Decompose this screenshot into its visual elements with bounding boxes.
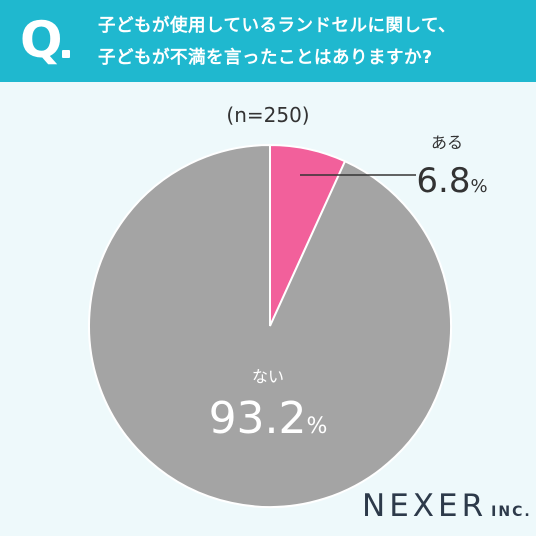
yes-label: ある — [431, 133, 463, 152]
yes-value: 6.8% — [416, 161, 487, 201]
yes-unit: % — [470, 176, 487, 197]
question-header: Q 子どもが使用しているランドセルに関して、 子どもが不満を言ったことはあります… — [0, 0, 536, 82]
logo-suffix: INC. — [491, 504, 532, 520]
nexer-logo: NEXER INC. — [362, 488, 532, 524]
no-unit: % — [307, 414, 328, 439]
logo-main: NEXER — [362, 488, 488, 524]
question-line-2: 子どもが不満を言ったことはありますか? — [98, 48, 433, 68]
no-value: 93.2% — [209, 393, 328, 444]
no-label: ない — [252, 367, 284, 386]
pie-slice-no — [88, 143, 452, 508]
question-line-1: 子どもが使用しているランドセルに関して、 — [98, 16, 457, 36]
sample-size-label: (n=250) — [226, 103, 310, 127]
q-mark: Q — [20, 11, 63, 69]
q-mark-dot — [62, 50, 70, 58]
